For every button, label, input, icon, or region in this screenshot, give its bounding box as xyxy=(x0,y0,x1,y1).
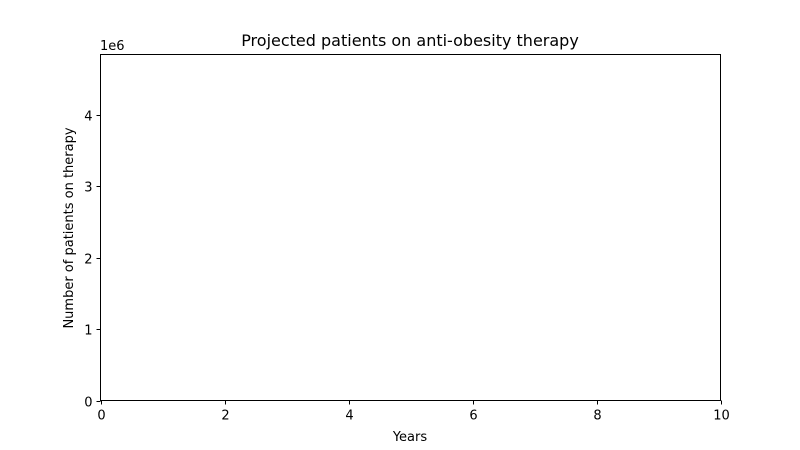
x-tick-label: 8 xyxy=(593,409,601,424)
x-tick-label: 10 xyxy=(713,409,730,424)
y-axis-label: Number of patients on therapy xyxy=(62,127,77,328)
y-tick-label: 2 xyxy=(84,253,92,268)
y-tick-label: 4 xyxy=(84,110,92,125)
axes-frame xyxy=(100,54,721,401)
x-tick-label: 4 xyxy=(345,409,353,424)
x-tick-label: 0 xyxy=(97,409,105,424)
y-tick-label: 3 xyxy=(84,181,92,196)
chart-title: Projected patients on anti-obesity thera… xyxy=(241,31,579,50)
y-tick-label: 0 xyxy=(84,396,92,411)
plot-area xyxy=(100,54,721,401)
x-tick-label: 6 xyxy=(469,409,477,424)
y-offset-label: 1e6 xyxy=(100,39,125,54)
y-tick-label: 1 xyxy=(84,324,92,339)
x-tick-label: 2 xyxy=(221,409,229,424)
y-axis: 0 1 2 3 4 xyxy=(84,110,101,411)
x-axis: 0 2 4 6 8 10 xyxy=(97,400,730,424)
x-axis-label: Years xyxy=(392,430,428,445)
